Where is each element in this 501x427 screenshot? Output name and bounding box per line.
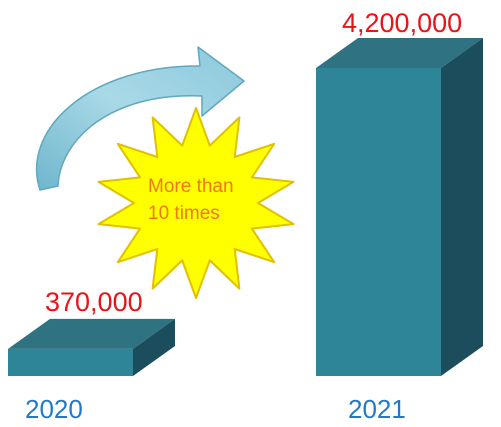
bar-side-2021 (441, 38, 483, 376)
curved-arrow-icon (35, 46, 245, 191)
annotation-line-2: 10 times (148, 203, 220, 224)
bar-top-2020 (8, 318, 175, 349)
annotation-line-1: More than (148, 176, 234, 197)
category-label-2020: 2020 (25, 394, 83, 424)
bar-front-2020 (8, 348, 133, 376)
starburst-badge (97, 107, 295, 299)
bar-side-2020 (133, 318, 175, 376)
value-label-2020: 370,000 (45, 287, 143, 317)
bars-group (8, 38, 483, 376)
value-label-2021: 4,200,000 (342, 8, 462, 38)
bar-top-2021 (316, 38, 483, 68)
bar-front-2021 (316, 68, 441, 376)
category-label-2021: 2021 (348, 394, 406, 424)
